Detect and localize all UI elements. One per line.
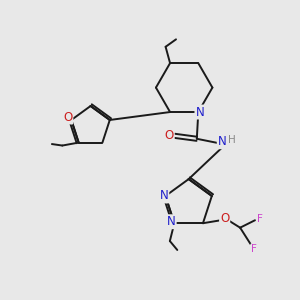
Text: F: F — [257, 214, 263, 224]
Text: N: N — [195, 106, 204, 118]
Text: N: N — [218, 135, 226, 148]
Text: N: N — [160, 190, 168, 202]
Text: N: N — [167, 215, 176, 228]
Text: O: O — [63, 110, 72, 124]
Text: O: O — [220, 212, 229, 225]
Text: H: H — [228, 135, 236, 145]
Text: F: F — [251, 244, 257, 254]
Text: O: O — [164, 129, 174, 142]
